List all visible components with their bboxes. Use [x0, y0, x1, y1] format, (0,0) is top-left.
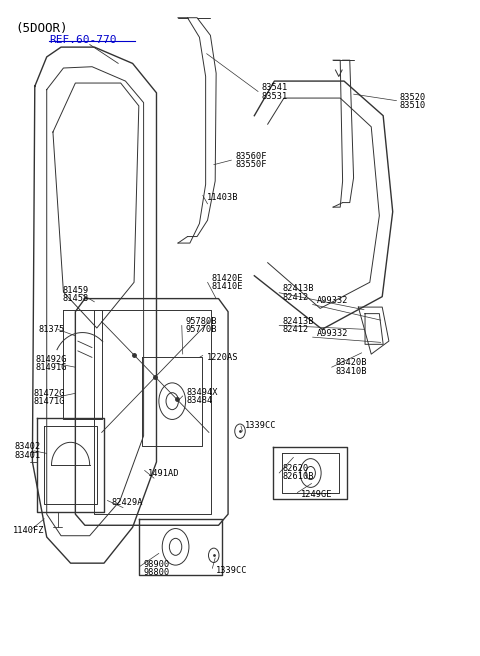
- Text: 82620: 82620: [283, 464, 309, 473]
- Text: 83401: 83401: [15, 451, 41, 460]
- Text: 81420E: 81420E: [211, 274, 243, 283]
- Text: 98900: 98900: [144, 560, 170, 569]
- Text: 83510: 83510: [400, 102, 426, 110]
- Text: 83560F: 83560F: [235, 152, 267, 161]
- Text: 81472G: 81472G: [34, 389, 65, 398]
- Text: 82429A: 82429A: [111, 498, 143, 507]
- Text: A99332: A99332: [316, 329, 348, 338]
- Text: 1220AS: 1220AS: [206, 353, 238, 362]
- Text: 11403B: 11403B: [206, 193, 238, 202]
- Text: 98800: 98800: [144, 569, 170, 577]
- Text: 83420B: 83420B: [336, 358, 367, 367]
- Text: 83541: 83541: [262, 83, 288, 92]
- Text: 95770B: 95770B: [185, 325, 216, 335]
- Text: 1491AD: 1491AD: [148, 468, 180, 478]
- Text: 82412: 82412: [283, 293, 309, 302]
- Text: 81458: 81458: [62, 294, 89, 303]
- Text: (5DOOR): (5DOOR): [16, 22, 68, 35]
- Text: 95780B: 95780B: [185, 317, 216, 326]
- Text: 1339CC: 1339CC: [216, 567, 248, 575]
- Text: 82610B: 82610B: [283, 472, 314, 482]
- Text: 81491G: 81491G: [36, 363, 67, 373]
- Text: 83402: 83402: [15, 442, 41, 451]
- Text: 1140FZ: 1140FZ: [13, 526, 45, 535]
- Text: A99332: A99332: [316, 296, 348, 305]
- Text: 81410E: 81410E: [211, 282, 243, 291]
- Text: REF.60-770: REF.60-770: [49, 35, 117, 45]
- Text: 83550F: 83550F: [235, 160, 267, 169]
- Text: 83484: 83484: [187, 396, 213, 405]
- Text: 82413B: 82413B: [283, 284, 314, 293]
- Text: 1249GE: 1249GE: [301, 490, 333, 499]
- Text: 1339CC: 1339CC: [245, 422, 276, 430]
- Text: 82412: 82412: [283, 325, 309, 335]
- Text: 81375: 81375: [38, 325, 65, 334]
- Text: 81471G: 81471G: [34, 398, 65, 406]
- Text: 83410B: 83410B: [336, 367, 367, 376]
- Text: 81492G: 81492G: [36, 355, 67, 364]
- Text: 81459: 81459: [62, 285, 89, 295]
- Text: 83494X: 83494X: [187, 388, 218, 396]
- Text: 83520: 83520: [400, 93, 426, 102]
- Text: 83531: 83531: [262, 92, 288, 100]
- Text: 82413B: 82413B: [283, 317, 314, 326]
